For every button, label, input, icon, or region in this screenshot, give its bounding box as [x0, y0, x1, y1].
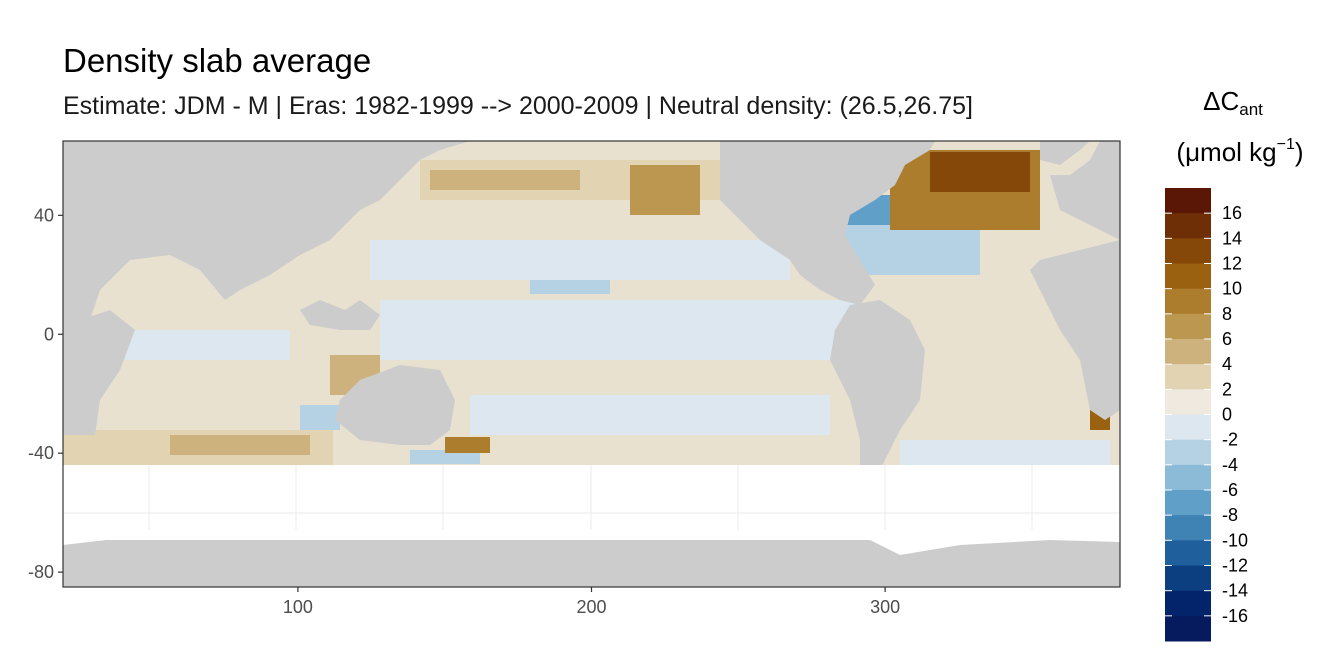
- legend-label: 16: [1222, 203, 1242, 223]
- legend-label: 0: [1222, 405, 1232, 425]
- legend-unit: (μmol kg−1): [1150, 136, 1330, 168]
- pacific-equatorial-band: [380, 300, 860, 360]
- x-tick-label: 200: [576, 597, 606, 617]
- legend-color-step: [1165, 389, 1211, 415]
- chart-title: Density slab average: [63, 42, 372, 79]
- legend-color-step: [1165, 364, 1211, 390]
- grid-lines: [63, 465, 1120, 530]
- north-pacific-band: [370, 240, 790, 280]
- north-atlantic-warm-core: [930, 152, 1030, 192]
- legend-color-step: [1165, 464, 1211, 491]
- legend-color-step: [1165, 213, 1211, 239]
- north-pacific-cool-patch: [530, 280, 610, 294]
- southern-indian-cool-patch: [300, 405, 340, 430]
- legend-label: -12: [1222, 556, 1248, 576]
- legend-color-step: [1165, 238, 1211, 264]
- legend-label: -4: [1222, 455, 1238, 475]
- legend-label: -16: [1222, 606, 1248, 626]
- legend-label: -6: [1222, 480, 1238, 500]
- legend-color-step: [1165, 414, 1211, 441]
- legend-unit-superscript: −1: [1276, 136, 1295, 153]
- chart-subtitle: Estimate: JDM - M | Eras: 1982-1999 --> …: [63, 92, 973, 120]
- antarctica-land: [63, 525, 1120, 587]
- y-tick-label: -80: [28, 562, 54, 582]
- legend-label: 8: [1222, 304, 1232, 324]
- y-tick-label: 40: [34, 205, 54, 225]
- legend-label: 2: [1222, 379, 1232, 399]
- legend-color-step: [1165, 313, 1211, 340]
- tasman-warm-patch: [445, 437, 490, 453]
- eurasia-land: [63, 141, 470, 335]
- legend-color-step: [1165, 339, 1211, 365]
- legend-label: 10: [1222, 279, 1242, 299]
- legend-color-step: [1165, 188, 1211, 214]
- southern-indian-blue: [410, 450, 480, 464]
- x-tick-label: 300: [870, 597, 900, 617]
- legend-color-step: [1165, 565, 1211, 592]
- land-masses: [63, 141, 1120, 587]
- maritime-continent-land: [300, 300, 380, 330]
- legend-unit-prefix: (μmol kg: [1176, 137, 1277, 167]
- x-tick-label: 100: [283, 597, 313, 617]
- legend-label: -14: [1222, 581, 1248, 601]
- legend-label: 4: [1222, 354, 1232, 374]
- legend-color-step: [1165, 540, 1211, 566]
- legend-label: -2: [1222, 430, 1238, 450]
- africa-east-land: [63, 310, 135, 435]
- legend-title-main: ΔC: [1203, 86, 1240, 116]
- legend-label: -8: [1222, 505, 1238, 525]
- southern-ocean-warm-core: [170, 435, 310, 455]
- australia-land: [335, 365, 455, 445]
- legend-title: ΔCant: [1168, 86, 1298, 120]
- south-atlantic-band: [900, 440, 1110, 465]
- europe-land: [1050, 141, 1120, 240]
- x-axis: 100 200 300: [283, 587, 900, 617]
- gulf-of-alaska-warm: [630, 165, 700, 215]
- legend-label: 14: [1222, 228, 1242, 248]
- y-tick-label: -40: [28, 443, 54, 463]
- south-america-land: [830, 300, 925, 490]
- y-tick-label: 0: [44, 324, 54, 344]
- legend-title-subscript: ant: [1239, 100, 1263, 119]
- legend-label: 6: [1222, 329, 1232, 349]
- y-axis: 40 0 -40 -80: [28, 205, 63, 582]
- greenland-land: [1040, 141, 1090, 165]
- legend-color-step: [1165, 288, 1211, 315]
- north-america-land: [720, 141, 935, 305]
- legend-color-step: [1165, 439, 1211, 466]
- legend-color-step: [1165, 515, 1211, 541]
- africa-west-land: [1030, 240, 1120, 420]
- legend-color-step: [1165, 615, 1211, 642]
- indian-equatorial-band: [110, 330, 290, 360]
- legend-label: -10: [1222, 530, 1248, 550]
- legend-color-step: [1165, 263, 1211, 290]
- southern-pacific-band: [470, 395, 830, 435]
- legend-colorbar: [1165, 188, 1211, 642]
- legend-color-step: [1165, 490, 1211, 516]
- legend-unit-suffix: ): [1294, 137, 1304, 167]
- legend-labels: 16 14 12 10 8 6 4 2 0 -2 -4 -6 -8 -10 -12 -14 -16: [1165, 203, 1248, 626]
- legend-label: 12: [1222, 254, 1242, 274]
- legend-color-step: [1165, 590, 1211, 617]
- north-pacific-warm-core: [430, 170, 580, 190]
